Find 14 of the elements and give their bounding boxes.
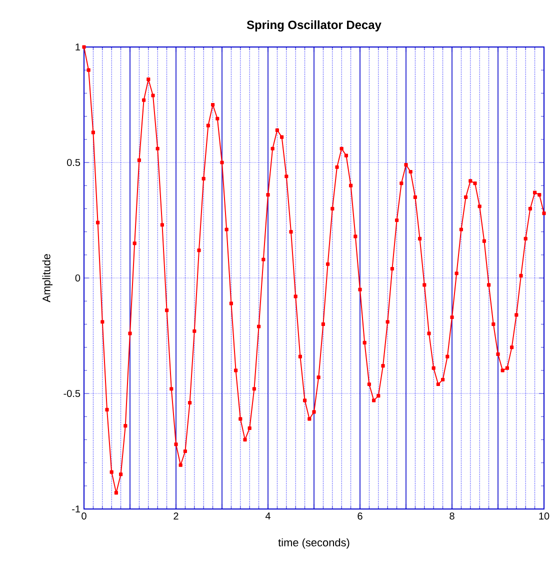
- x-tick-label: 6: [358, 512, 362, 520]
- y-tick-label: -0.5: [64, 390, 80, 398]
- x-tick-label: 10: [539, 512, 550, 520]
- y-tick-label: 0.5: [67, 158, 80, 166]
- y-axis-title: Amplitude: [42, 254, 52, 302]
- x-tick-label: 2: [174, 512, 178, 520]
- y-tick-label: 1: [76, 44, 80, 50]
- chart-title: Spring Oscillator Decay: [246, 20, 382, 32]
- x-axis-title: time (seconds): [278, 538, 350, 549]
- x-tick-label: 8: [450, 512, 454, 520]
- x-tick-label: 4: [265, 512, 270, 520]
- x-tick-label: 0: [82, 512, 86, 520]
- y-tick-label: 0: [75, 274, 80, 282]
- y-tick-label: -1: [72, 506, 80, 512]
